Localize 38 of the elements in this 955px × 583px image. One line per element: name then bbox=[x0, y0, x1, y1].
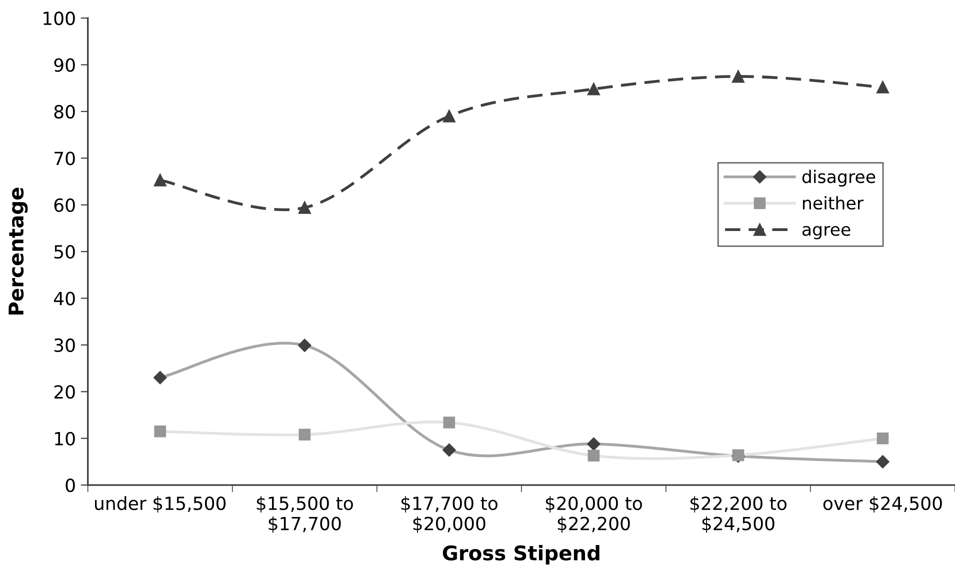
x-tick-label: $17,700 to $20,000 bbox=[401, 496, 498, 533]
point bbox=[154, 371, 167, 384]
y-tick-label: 80 bbox=[54, 104, 75, 119]
point bbox=[154, 425, 166, 438]
x-tick-label: $15,500 to $17,700 bbox=[256, 496, 353, 533]
legend-label: agree bbox=[802, 226, 850, 240]
y-tick-label: 20 bbox=[54, 385, 75, 399]
point bbox=[587, 437, 600, 451]
point bbox=[298, 428, 311, 441]
y-tick-label: 100 bbox=[44, 12, 75, 26]
x-axis-title: Gross Stipend bbox=[442, 544, 600, 564]
point bbox=[442, 443, 456, 457]
point bbox=[154, 174, 166, 186]
x-tick-label: $20,000 to $22,200 bbox=[546, 496, 642, 533]
y-tick-label: 30 bbox=[54, 338, 75, 352]
y-axis-title: Percentage bbox=[8, 188, 28, 315]
y-tick-label: 0 bbox=[66, 478, 75, 492]
x-tick-label: $22,200 to $24,500 bbox=[690, 496, 786, 533]
y-tick-label: 60 bbox=[54, 198, 75, 212]
legend-label: neither bbox=[803, 196, 864, 210]
y-tick-label: 40 bbox=[54, 292, 75, 306]
point bbox=[443, 416, 456, 428]
legend-label: disagree bbox=[802, 170, 876, 187]
point bbox=[442, 110, 456, 122]
point bbox=[876, 432, 889, 444]
point bbox=[876, 455, 890, 468]
x-tick-label: under $15,500 bbox=[95, 496, 226, 513]
point bbox=[876, 80, 889, 94]
point bbox=[298, 338, 312, 352]
point bbox=[732, 70, 744, 83]
point bbox=[587, 82, 600, 96]
y-tick-label: 50 bbox=[54, 245, 75, 259]
y-tick-label: 90 bbox=[54, 58, 75, 72]
y-tick-label: 70 bbox=[54, 152, 75, 166]
point bbox=[298, 201, 311, 214]
point bbox=[588, 450, 600, 462]
x-tick-label: over $24,500 bbox=[823, 496, 942, 513]
y-tick-label: 10 bbox=[55, 432, 75, 446]
